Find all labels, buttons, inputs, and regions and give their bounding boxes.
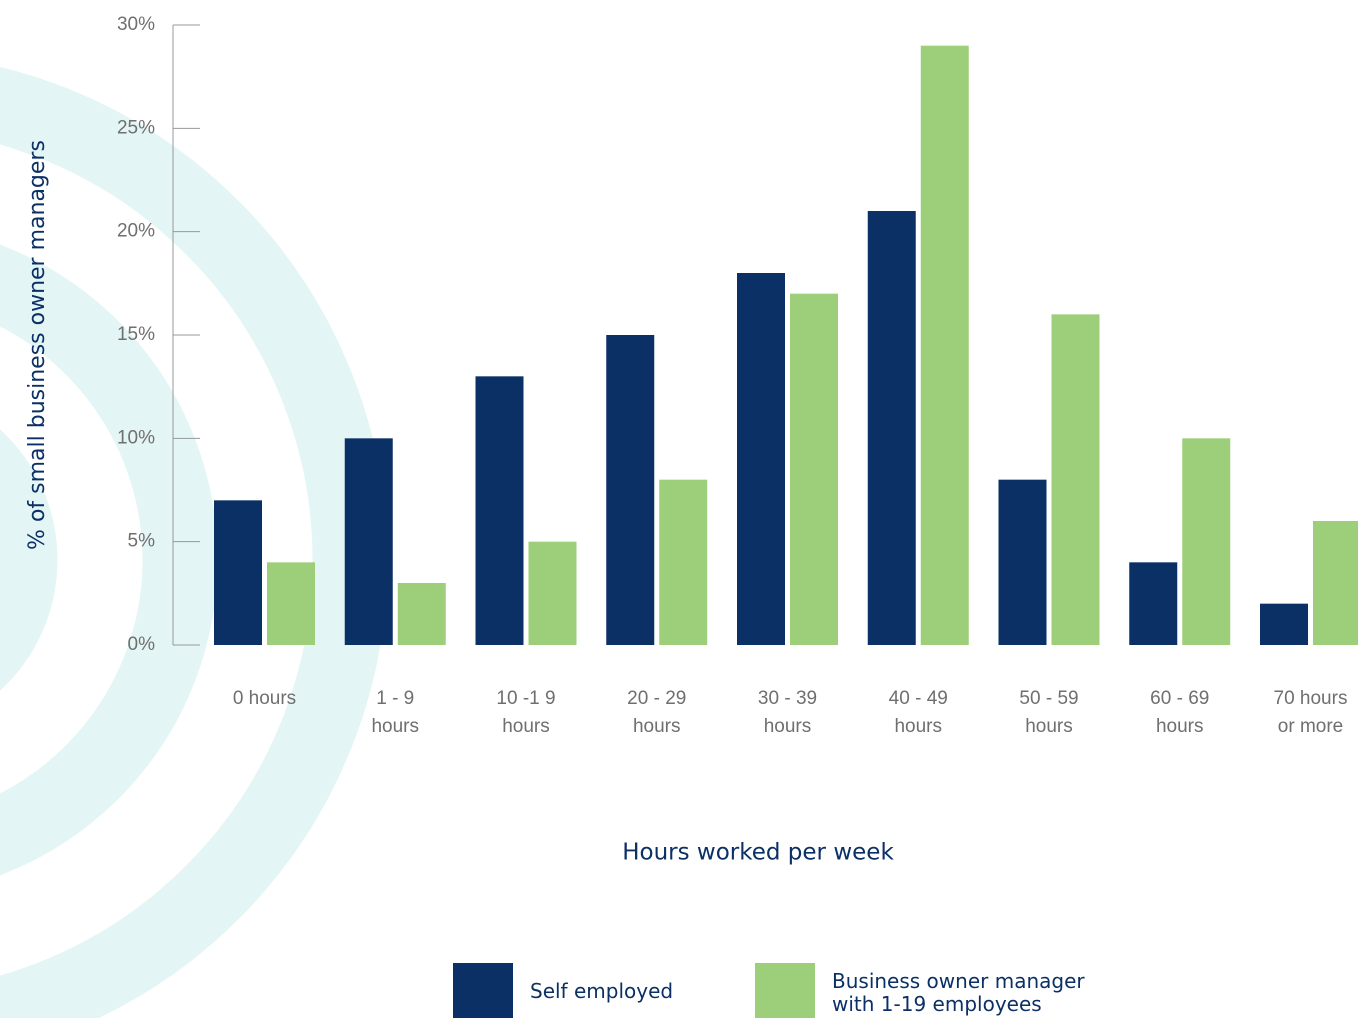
- bar: [1182, 438, 1231, 645]
- bar: [214, 500, 262, 645]
- x-tick-label: 0 hours: [232, 688, 297, 709]
- bar: [920, 45, 969, 645]
- y-tick-label: 10%: [117, 427, 155, 448]
- y-tick-label: 20%: [117, 221, 155, 242]
- bar: [1129, 562, 1178, 645]
- y-tick-label: 0%: [128, 634, 156, 655]
- y-axis-title: % of small business owner managers: [25, 140, 50, 550]
- x-axis-title: Hours worked per week: [622, 840, 894, 866]
- bar: [528, 541, 577, 645]
- y-tick-label: 15%: [117, 324, 155, 345]
- bar: [397, 583, 446, 645]
- x-tick-label: 30 - 39 hours: [757, 688, 818, 737]
- legend-swatch: [453, 963, 513, 1018]
- x-tick-label: 70 hours or more: [1273, 688, 1348, 737]
- bar: [737, 273, 785, 645]
- bar: [790, 293, 838, 645]
- x-tick-label: 60 - 69 hours: [1150, 688, 1210, 737]
- bar: [1313, 521, 1358, 645]
- y-tick-label: 25%: [117, 117, 155, 138]
- x-tick-label: 40 - 49 hours: [888, 688, 948, 737]
- legend-label: Business owner manager with 1-19 employe…: [832, 969, 1085, 1016]
- bar: [1051, 314, 1100, 645]
- bar: [1260, 603, 1308, 645]
- y-tick-label: 5%: [128, 531, 156, 552]
- bar: [344, 438, 393, 645]
- bar: [659, 479, 708, 645]
- bar: [475, 376, 524, 645]
- x-tick-label: 10 -1 9 hours: [496, 688, 556, 737]
- x-tick-label: 50 - 59 hours: [1019, 688, 1079, 737]
- bar: [998, 479, 1047, 645]
- x-tick-label: 20 - 29 hours: [627, 688, 687, 737]
- y-tick-label: 30%: [117, 14, 155, 35]
- bar: [867, 211, 916, 645]
- legend-label: Self employed: [530, 979, 674, 1003]
- x-tick-label: 1 - 9 hours: [371, 688, 420, 737]
- bar: [606, 335, 655, 645]
- legend-swatch: [755, 963, 815, 1018]
- bar: [267, 562, 315, 645]
- background-decoration: [0, 67, 388, 1018]
